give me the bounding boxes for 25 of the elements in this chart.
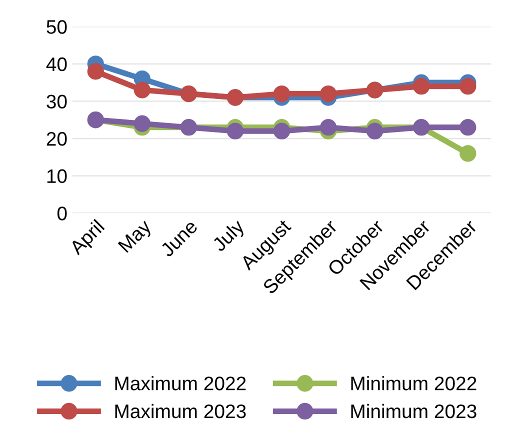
legend-label: Maximum 2022 [115,376,246,390]
point [226,122,244,140]
point [273,122,290,140]
legend-label: Minimum 2022 [351,376,476,390]
point [134,115,151,132]
legend-label: Maximum 2023 [115,404,246,418]
legend-label: Minimum 2023 [351,404,476,418]
point [320,119,337,136]
point [320,85,337,102]
point [460,78,476,95]
y-tick-label: 10 [47,169,67,184]
point [413,78,430,95]
y-tick-label: 0 [57,206,67,220]
y-tick-label: 40 [46,57,67,72]
point [87,63,104,80]
point [134,82,151,98]
x-tick-label: May [118,218,155,256]
point [273,85,290,102]
point [366,122,384,140]
y-tick-label: 50 [46,20,67,34]
point [460,119,476,136]
x-tick-label: July [211,218,248,256]
point [460,145,476,162]
y-tick-label: 20 [46,132,67,146]
y-tick-label: 30 [46,94,67,108]
